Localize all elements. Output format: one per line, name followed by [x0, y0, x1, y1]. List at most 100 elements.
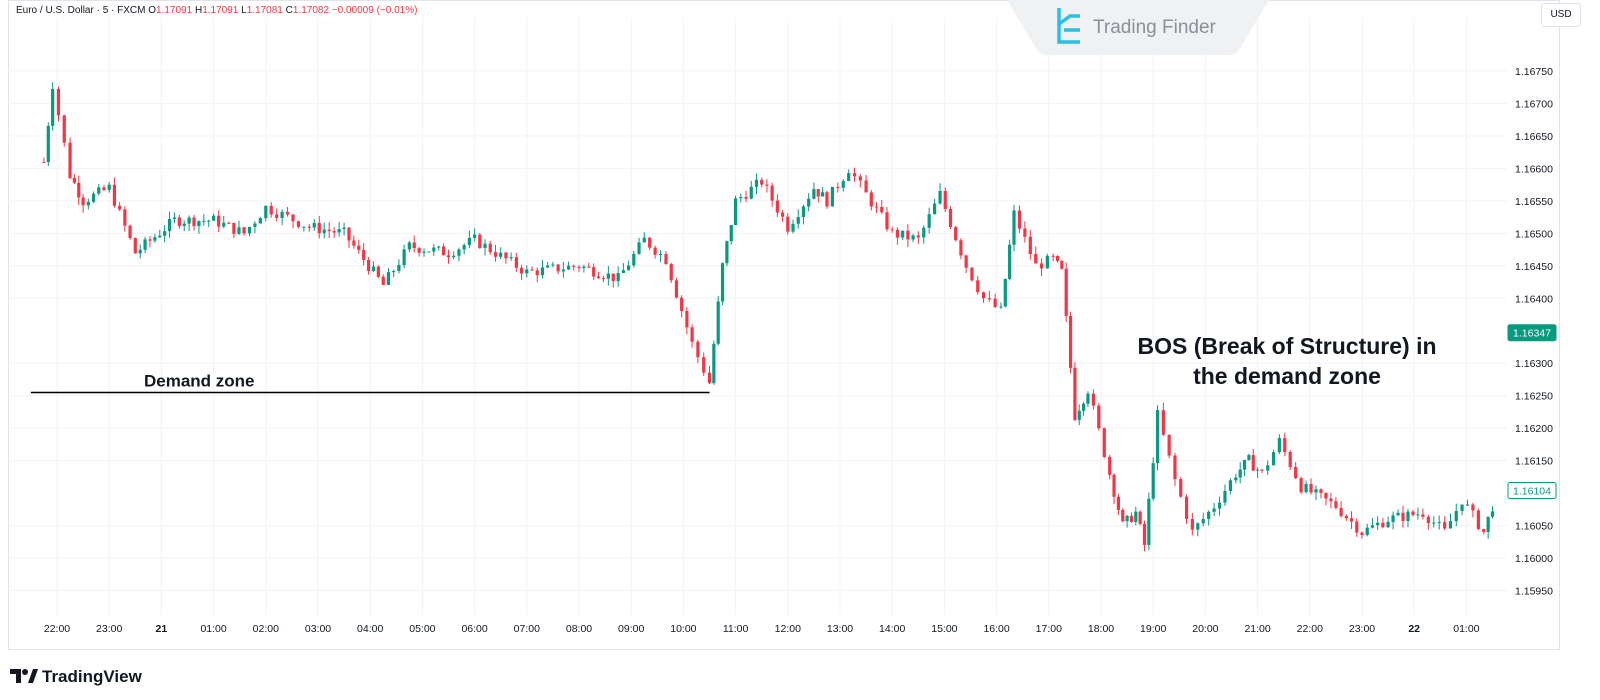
candle-body: [1184, 496, 1189, 519]
candle-body: [68, 142, 72, 178]
candle-body: [1319, 489, 1323, 493]
candle-body: [237, 227, 241, 234]
x-tick-label: 10:00: [670, 623, 696, 635]
candle-body: [801, 206, 806, 218]
x-tick-label: 17:00: [1036, 623, 1062, 635]
candle-body: [895, 229, 900, 238]
candle-body: [509, 257, 513, 259]
currency-button[interactable]: USD: [1541, 3, 1581, 27]
y-tick-label: 1.15950: [1515, 586, 1553, 598]
candle-body: [712, 343, 716, 384]
candle-body: [987, 298, 991, 300]
candle-body: [582, 266, 586, 269]
y-tick-label: 1.16300: [1515, 358, 1553, 370]
candle-body: [1068, 315, 1073, 368]
x-tick-label: 16:00: [983, 623, 1009, 635]
y-tick-label: 1.16050: [1515, 521, 1553, 533]
candle-body: [561, 269, 565, 272]
candle-body: [587, 266, 591, 268]
candle-body: [642, 237, 646, 243]
candle-body: [207, 220, 211, 222]
candle-body: [269, 205, 273, 215]
candle-body: [821, 192, 825, 197]
candle-body: [999, 306, 1003, 308]
x-tick-label: 21: [156, 623, 168, 635]
candle-body: [812, 189, 816, 199]
candle-body: [664, 254, 668, 265]
candle-body: [1238, 469, 1242, 478]
candle-body: [901, 230, 905, 238]
candle-body: [177, 217, 181, 226]
x-tick-label: 04:00: [357, 623, 383, 635]
candle-body: [1138, 511, 1142, 524]
candle-body: [816, 189, 820, 197]
candle-body: [948, 209, 953, 228]
candle-body: [381, 276, 385, 285]
candle-body: [123, 209, 127, 226]
candle-body: [1173, 455, 1177, 480]
x-tick-label: 12:00: [775, 623, 801, 635]
tradingview-logo-icon: [10, 668, 38, 688]
candle-body: [1490, 511, 1495, 517]
candle-body: [540, 267, 545, 276]
candle-body: [1426, 516, 1430, 524]
candle-body: [611, 273, 615, 282]
candle-body: [128, 225, 132, 239]
candle-body: [906, 230, 910, 240]
candle-body: [1391, 515, 1395, 522]
candle-body: [366, 259, 371, 272]
candle-body: [347, 227, 351, 241]
candle-body: [102, 187, 106, 190]
candle-body: [1401, 512, 1405, 521]
candle-body: [1102, 428, 1106, 457]
candle-body: [1077, 410, 1081, 420]
candle-body: [371, 266, 376, 272]
candle-body: [62, 115, 66, 143]
candle-body: [258, 218, 262, 224]
price-tag: [1507, 482, 1557, 500]
candle-body: [352, 240, 356, 246]
ohlc-open-value: 1.17091: [156, 5, 193, 16]
candle-body: [422, 251, 426, 253]
candle-body: [780, 212, 785, 217]
candle-body: [716, 301, 720, 344]
x-tick-label: 23:00: [1349, 623, 1375, 635]
candle-body: [601, 278, 606, 280]
candle-body: [720, 263, 725, 302]
candle-body: [357, 245, 361, 250]
candle-body: [739, 197, 743, 199]
x-tick-label: 21:00: [1244, 623, 1270, 635]
price-change: −0.00009 (−0.01%): [331, 5, 418, 16]
y-tick-label: 1.16000: [1515, 553, 1553, 565]
candle-body: [1381, 522, 1385, 528]
candle-body: [880, 206, 884, 213]
candle-body: [1304, 484, 1308, 493]
candle-body: [847, 173, 851, 181]
candle-body: [504, 252, 508, 259]
candle-body: [911, 235, 915, 240]
candle-body: [556, 264, 560, 272]
candle-body: [566, 265, 571, 270]
candle-body: [332, 231, 336, 233]
candle-body: [1086, 393, 1090, 404]
candle-body: [478, 234, 482, 248]
candle-body: [959, 240, 963, 256]
x-tick-label: 07:00: [514, 623, 540, 635]
candle-body: [858, 176, 862, 181]
x-tick-label: 19:00: [1140, 623, 1166, 635]
candle-body: [1201, 519, 1205, 524]
x-tick-label: 18:00: [1088, 623, 1114, 635]
candle-body: [1064, 268, 1068, 316]
candle-body: [291, 214, 295, 222]
candle-body: [836, 186, 840, 188]
candle-body: [1266, 465, 1270, 471]
candle-body: [1365, 527, 1369, 535]
symbol-name: Euro / U.S. Dollar · 5 · FXCM: [16, 5, 146, 16]
candle-body: [1376, 522, 1380, 526]
candle-body: [302, 226, 306, 228]
candle-body: [1476, 510, 1480, 529]
x-tick-label: 23:00: [96, 623, 122, 635]
candle-body: [626, 265, 631, 271]
candle-body: [499, 252, 503, 257]
